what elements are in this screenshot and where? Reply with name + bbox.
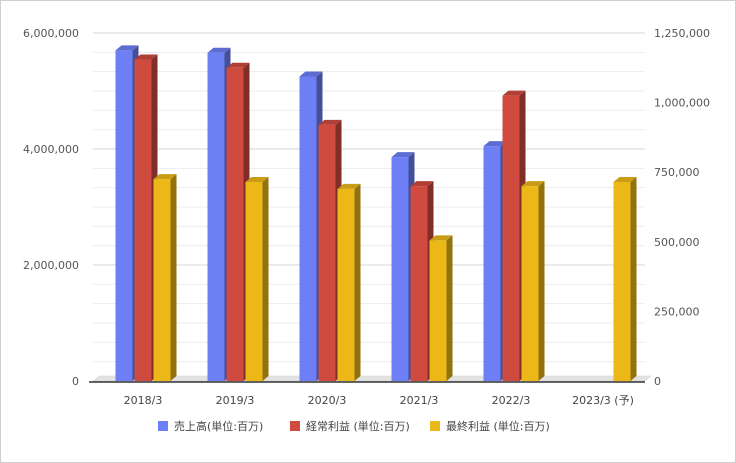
left-axis-tick-label: 6,000,000 bbox=[23, 27, 79, 40]
bar bbox=[299, 76, 317, 381]
legend-swatch bbox=[430, 421, 440, 431]
bar bbox=[134, 59, 152, 381]
right-axis-tick-label: 1,000,000 bbox=[654, 97, 710, 110]
plot-floor bbox=[92, 375, 652, 382]
legend-label: 売上高(単位:百万) bbox=[174, 419, 263, 433]
x-axis-tick-label: 2022/3 bbox=[492, 394, 531, 407]
bar-top bbox=[410, 181, 434, 187]
bar-top bbox=[429, 235, 453, 241]
bar bbox=[207, 52, 225, 381]
legend-label: 経常利益 (単位:百万) bbox=[306, 419, 410, 433]
left-axis-tick-label: 4,000,000 bbox=[23, 143, 79, 156]
bar bbox=[521, 186, 539, 381]
bar-side bbox=[630, 176, 637, 381]
bar-top bbox=[521, 181, 545, 187]
bar bbox=[115, 50, 133, 382]
x-axis-tick-label: 2023/3 (予) bbox=[572, 394, 634, 407]
legend-label: 最終利益 (単位:百万) bbox=[446, 419, 550, 433]
bar-top bbox=[134, 54, 158, 60]
bar-top bbox=[115, 45, 139, 51]
bar bbox=[429, 240, 447, 381]
x-axis-tick-label: 2019/3 bbox=[216, 394, 255, 407]
x-axis-tick-label: 2020/3 bbox=[308, 394, 347, 407]
right-axis-tick-label: 0 bbox=[654, 375, 661, 388]
bar bbox=[153, 179, 171, 381]
right-axis-tick-label: 1,250,000 bbox=[654, 27, 710, 40]
bar bbox=[226, 67, 244, 382]
bar bbox=[613, 181, 631, 381]
bar-top bbox=[391, 152, 415, 158]
right-axis-tick-label: 750,000 bbox=[654, 166, 700, 179]
right-axis-tick-label: 500,000 bbox=[654, 236, 700, 249]
bar-top bbox=[502, 90, 526, 96]
bar-top bbox=[226, 62, 250, 68]
bar bbox=[318, 124, 336, 381]
legend-swatch bbox=[158, 421, 168, 431]
bar-top bbox=[483, 141, 507, 147]
legend-swatch bbox=[290, 421, 300, 431]
bar bbox=[410, 186, 428, 381]
bar-side bbox=[446, 235, 453, 381]
bar-side bbox=[538, 181, 545, 381]
bar-top bbox=[153, 174, 177, 180]
bar-top bbox=[245, 176, 269, 182]
bar bbox=[245, 181, 263, 381]
bar-side bbox=[170, 174, 177, 381]
bar-top bbox=[207, 47, 231, 53]
bar-top bbox=[299, 71, 323, 77]
bar bbox=[337, 188, 355, 381]
left-axis-tick-label: 2,000,000 bbox=[23, 259, 79, 272]
x-axis-tick-label: 2018/3 bbox=[124, 394, 163, 407]
bar-side bbox=[262, 176, 269, 381]
left-axis-tick-label: 0 bbox=[72, 375, 79, 388]
bar bbox=[502, 95, 520, 381]
bar-top bbox=[337, 183, 361, 189]
right-axis-tick-label: 250,000 bbox=[654, 305, 700, 318]
bar-top bbox=[613, 176, 637, 182]
bar bbox=[391, 157, 409, 381]
bar-side bbox=[354, 183, 361, 381]
x-axis-tick-label: 2021/3 bbox=[400, 394, 439, 407]
bar-top bbox=[318, 119, 342, 125]
bar bbox=[483, 146, 501, 381]
